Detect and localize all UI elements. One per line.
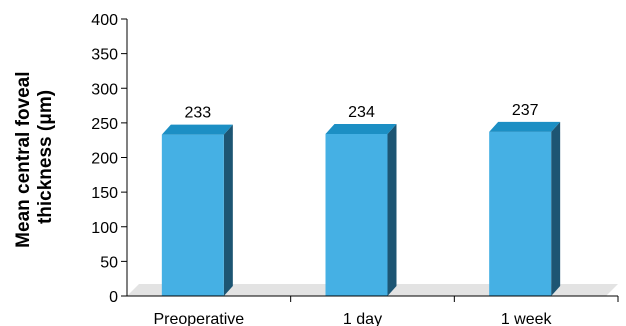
- bar-front: [325, 133, 388, 296]
- bar-front: [161, 134, 224, 296]
- x-ticks-group: [290, 296, 619, 302]
- y-axis-title-line-1: Mean central foveal: [13, 71, 34, 247]
- data-label: 234: [348, 104, 375, 121]
- bar-3: [489, 121, 561, 296]
- y-tick-label: 0: [109, 289, 118, 306]
- category-label: 1 week: [501, 311, 553, 326]
- bar-front: [489, 131, 552, 296]
- bar-side: [387, 123, 397, 296]
- y-tick-label: 400: [91, 12, 118, 29]
- bar-side: [551, 121, 561, 296]
- category-labels-group: Preoperative 1 day 1 week: [153, 311, 552, 326]
- y-tick-label: 250: [91, 116, 118, 133]
- bar-top: [489, 121, 561, 132]
- y-tick-label: 50: [100, 254, 118, 271]
- category-label: 1 day: [343, 311, 382, 326]
- data-labels-group: 233 234 237: [184, 102, 538, 122]
- bar-top: [161, 124, 233, 135]
- y-tick-label: 350: [91, 47, 118, 64]
- category-label: Preoperative: [153, 311, 244, 326]
- y-axis-title: Mean central foveal thickness (μm): [13, 66, 56, 248]
- data-label: 237: [512, 102, 539, 119]
- bar-side: [223, 124, 233, 297]
- y-tick-label: 100: [91, 220, 118, 237]
- bars-group: [161, 121, 561, 297]
- y-axis-title-line-2: thickness (μm): [35, 90, 56, 224]
- y-tick-labels-group: 0 50 100 150 200 250 300 350 400: [91, 12, 118, 306]
- bar-top: [325, 123, 397, 134]
- y-tick-label: 300: [91, 81, 118, 98]
- y-ticks-group: [121, 18, 127, 297]
- bar-1: [161, 124, 233, 297]
- bar-2: [325, 123, 397, 296]
- y-tick-label: 150: [91, 185, 118, 202]
- y-tick-label: 200: [91, 151, 118, 168]
- data-label: 233: [184, 105, 211, 122]
